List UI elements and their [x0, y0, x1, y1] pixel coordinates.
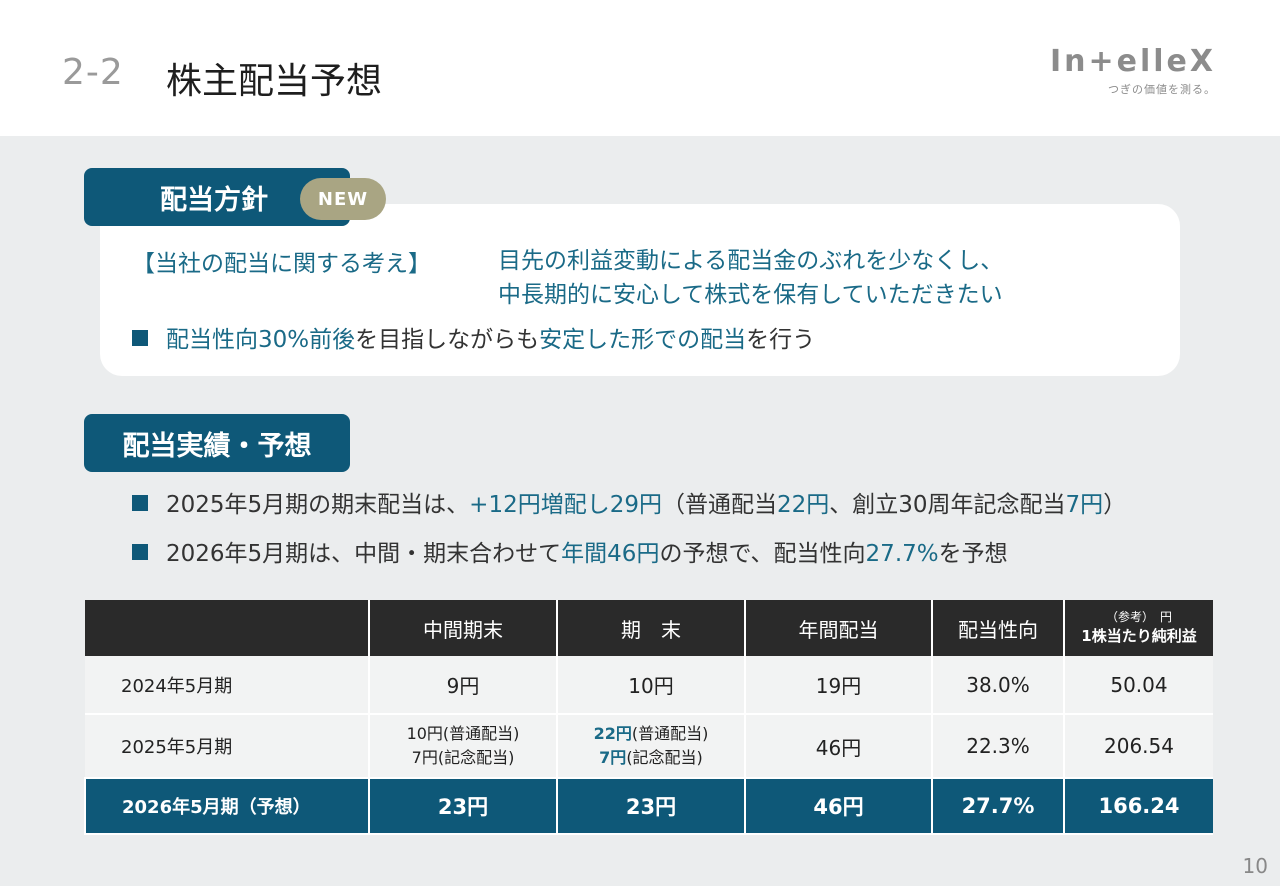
cell-interim: 9円 [368, 656, 557, 715]
table-row: 2025年5月期 10円(普通配当) 7円(記念配当) 22円(普通配当) 7円… [85, 714, 1213, 779]
policy-card [100, 204, 1180, 376]
header-eps-ref: （参考） 円 [1105, 610, 1172, 624]
table-row: 2024年5月期 9円 10円 19円 38.0% 50.04 [85, 656, 1213, 715]
cell-year-end: 23円 [556, 778, 745, 835]
thoughts-title: 【当社の配当に関する考え】 [132, 251, 431, 277]
slide-header: 2-2 株主配当予想 In+elleX つぎの価値を測る。 [0, 0, 1280, 136]
cell-year-end: 22円(普通配当) 7円(記念配当) [556, 714, 745, 779]
logo-tagline: つぎの価値を測る。 [1108, 83, 1216, 96]
header-eps: （参考） 円 1株当たり純利益 [1063, 600, 1213, 656]
header-year-end: 期 末 [556, 600, 745, 656]
cell-period: 2026年5月期（予想） [84, 778, 369, 835]
table-header-row: 中間期末 期 末 年間配当 配当性向 （参考） 円 1株当たり純利益 [85, 600, 1213, 656]
cell-year-end: 10円 [556, 656, 745, 715]
results-bullet-2: 2026年5月期は、中間・期末合わせて年間46円の予想で、配当性向27.7%を予… [132, 534, 1008, 568]
header-interim: 中間期末 [368, 600, 557, 656]
results-bullet-1: 2025年5月期の期末配当は、+12円増配し29円（普通配当22円、創立30周年… [132, 485, 1126, 519]
company-logo: In+elleX つぎの価値を測る。 [1050, 44, 1216, 97]
cell-annual: 46円 [744, 714, 932, 779]
cell-period: 2025年5月期 [85, 714, 369, 779]
cell-period: 2024年5月期 [85, 656, 369, 715]
header-payout: 配当性向 [931, 600, 1064, 656]
header-period [85, 600, 369, 656]
thoughts-text: 目先の利益変動による配当金のぶれを少なくし、 中長期的に安心して株式を保有してい… [498, 244, 1003, 312]
cell-eps: 166.24 [1063, 778, 1213, 835]
cell-annual: 19円 [744, 656, 932, 715]
page-title: 株主配当予想 [166, 61, 383, 102]
logo-wordmark: In+elleX [1049, 44, 1216, 79]
bullet-square-icon [132, 330, 148, 346]
bullet-square-icon [132, 544, 148, 560]
cell-payout: 27.7% [931, 778, 1064, 835]
thoughts-line-1: 目先の利益変動による配当金のぶれを少なくし、 [498, 248, 1004, 274]
results-section-label: 配当実績・予想 [84, 414, 350, 472]
cell-eps: 206.54 [1063, 714, 1213, 779]
cell-payout: 38.0% [931, 656, 1064, 715]
dividend-table: 中間期末 期 末 年間配当 配当性向 （参考） 円 1株当たり純利益 2024年… [84, 600, 1213, 835]
bullet-square-icon [132, 495, 148, 511]
page-number: 10 [1242, 854, 1268, 878]
policy-bullet: 配当性向30%前後を目指しながらも安定した形での配当を行う [132, 320, 815, 354]
cell-annual: 46円 [744, 778, 932, 835]
cell-eps: 50.04 [1063, 656, 1213, 715]
section-number: 2-2 [62, 52, 124, 93]
cell-interim: 23円 [368, 778, 557, 835]
header-eps-label: 1株当たり純利益 [1081, 627, 1197, 645]
cell-payout: 22.3% [931, 714, 1064, 779]
thoughts-line-2: 中長期的に安心して株式を保有していただきたい [498, 282, 1003, 308]
header-annual: 年間配当 [744, 600, 932, 656]
table-row-forecast: 2026年5月期（予想） 23円 23円 46円 27.7% 166.24 [84, 778, 1213, 835]
cell-interim: 10円(普通配当) 7円(記念配当) [368, 714, 557, 779]
new-badge: NEW [300, 178, 386, 220]
